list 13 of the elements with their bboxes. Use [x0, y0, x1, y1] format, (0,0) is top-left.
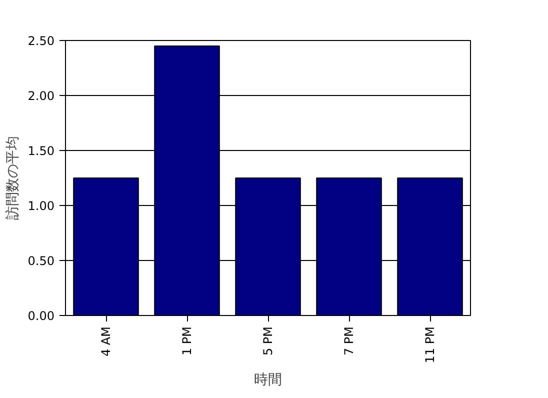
- x-tick-label: 7 PM: [342, 326, 356, 356]
- x-tick-label: 11 PM: [423, 326, 437, 364]
- y-tick-label: 1.00: [28, 199, 54, 213]
- y-tick-label: 2.50: [28, 34, 54, 48]
- x-tick-label: 5 PM: [261, 326, 275, 356]
- y-tick-label: 0.00: [28, 309, 54, 323]
- y-tick-label: 1.50: [28, 144, 54, 158]
- x-tick-label: 4 AM: [99, 326, 113, 357]
- x-tick-label: 1 PM: [180, 326, 194, 356]
- x-axis-title: 時間: [254, 371, 282, 388]
- y-tick-label: 0.50: [28, 254, 54, 268]
- y-axis-title: 訪問数の平均: [4, 136, 20, 220]
- y-tick-label: 2.00: [28, 89, 54, 103]
